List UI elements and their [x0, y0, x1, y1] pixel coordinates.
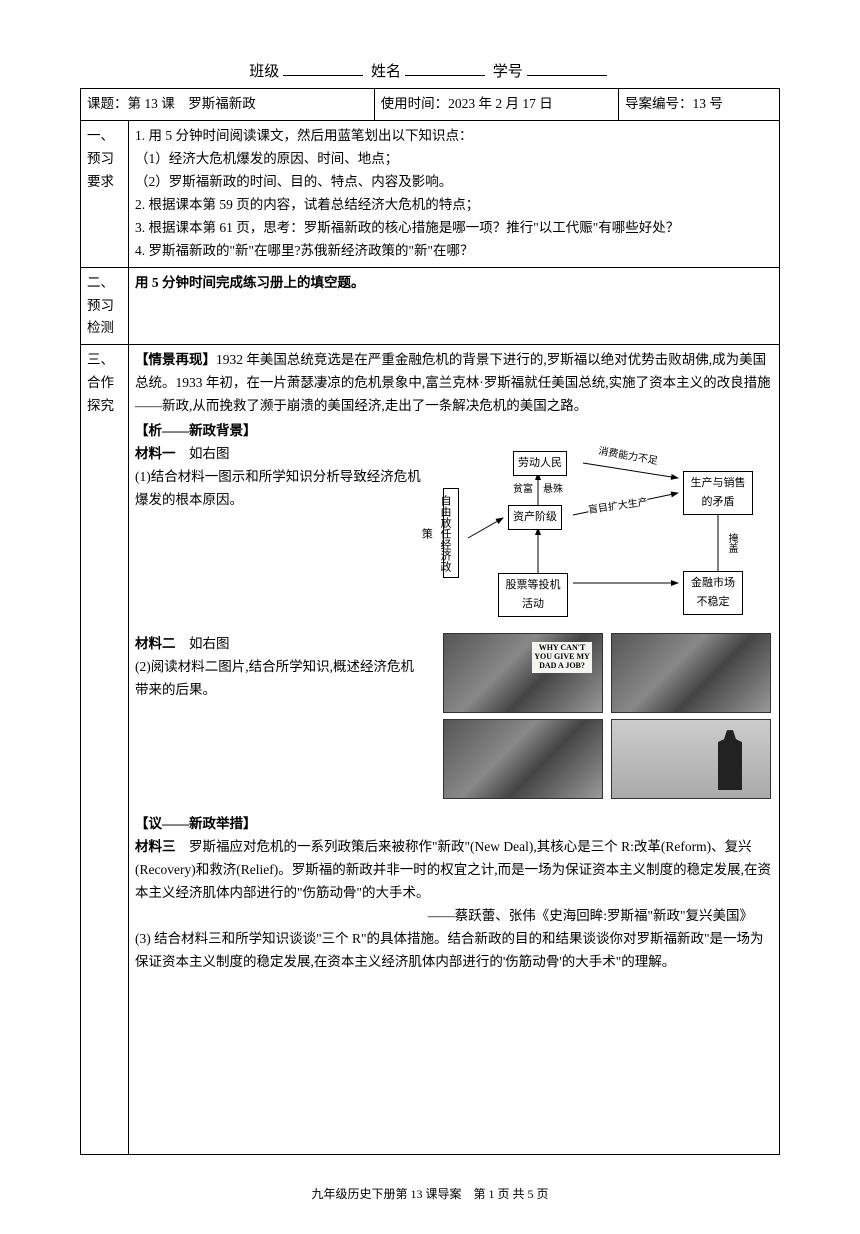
page-header: 班级 姓名 学号: [80, 60, 780, 84]
question-1: (1)结合材料一图示和所学知识分析导致经济危机爆发的根本原因。: [135, 466, 422, 512]
date-label: 使用时间：: [381, 96, 449, 111]
economy-diagram: 劳动人民 生产与销售的矛盾 自由放任经济政策 资产阶级 股票等投机活动 金融市场…: [443, 443, 773, 623]
question-2: (2)阅读材料二图片,结合所学知识,概述经济危机带来的后果。: [135, 656, 422, 702]
class-label: 班级: [249, 64, 279, 80]
scene-block: 【情景再现】1932 年美国总统竞选是在严重金融危机的背景下进行的,罗斯福以绝对…: [135, 349, 773, 418]
section-3-row: 三、 合作 探究 【情景再现】1932 年美国总统竞选是在严重金融危机的背景下进…: [81, 345, 780, 1154]
analysis-title: 【析——新政背景】: [135, 420, 773, 443]
section-2-content: 用 5 分钟时间完成练习册上的填空题。: [129, 267, 780, 345]
id-label: 学号: [493, 64, 523, 80]
section-1-label: 一、 预习 要求: [81, 120, 129, 267]
discuss-title: 【议——新政举措】: [135, 813, 773, 836]
page-footer: 九年级历史下册第 13 课导案 第 1 页 共 5 页: [80, 1185, 780, 1204]
guide-label: 导案编号：: [625, 96, 693, 111]
question-3: (3) 结合材料三和所学知识谈谈"三个 R"的具体措施。结合新政的目的和结果谈谈…: [135, 928, 773, 974]
photo-shantytown: [443, 719, 603, 799]
photo-breadline: [611, 633, 771, 713]
section-3-label: 三、 合作 探究: [81, 345, 129, 1154]
section-1-content: 1. 用 5 分钟时间阅读课文，然后用蓝笔划出以下知识点： （1）经济大危机爆发…: [129, 120, 780, 267]
crisis-photos: WHY CAN'T YOU GIVE MY DAD A JOB?: [443, 633, 773, 799]
date-value: 2023 年 2 月 17 日: [448, 96, 553, 111]
section-3-content: 【情景再现】1932 年美国总统竞选是在严重金融危机的背景下进行的,罗斯福以绝对…: [129, 345, 780, 1154]
material-3-block: 材料三 罗斯福应对危机的一系列政策后来被称作"新政"(New Deal),其核心…: [135, 836, 773, 905]
name-blank: [405, 75, 485, 76]
section-2-label: 二、 预习 检测: [81, 267, 129, 345]
material-3-cite: ——蔡跃蕾、张伟《史海回眸:罗斯福"新政"复兴美国》: [135, 905, 773, 928]
material-2-block: 材料二 如右图 (2)阅读材料二图片,结合所学知识,概述经济危机带来的后果。 W…: [135, 633, 773, 813]
topic-value: 第 13 课 罗斯福新政: [128, 96, 256, 111]
photo-unemployed: [611, 719, 771, 799]
name-label: 姓名: [371, 64, 401, 80]
section-1-row: 一、 预习 要求 1. 用 5 分钟时间阅读课文，然后用蓝笔划出以下知识点： （…: [81, 120, 780, 267]
photo-protest: WHY CAN'T YOU GIVE MY DAD A JOB?: [443, 633, 603, 713]
section-2-row: 二、 预习 检测 用 5 分钟时间完成练习册上的填空题。: [81, 267, 780, 345]
class-blank: [283, 75, 363, 76]
id-blank: [527, 75, 607, 76]
material-1-block: 材料一 如右图 (1)结合材料一图示和所学知识分析导致经济危机爆发的根本原因。: [135, 443, 773, 633]
info-row: 课题：第 13 课 罗斯福新政 使用时间：2023 年 2 月 17 日 导案编…: [81, 89, 780, 121]
guide-value: 13 号: [692, 96, 722, 111]
main-table: 课题：第 13 课 罗斯福新政 使用时间：2023 年 2 月 17 日 导案编…: [80, 88, 780, 1155]
topic-label: 课题：: [87, 96, 128, 111]
